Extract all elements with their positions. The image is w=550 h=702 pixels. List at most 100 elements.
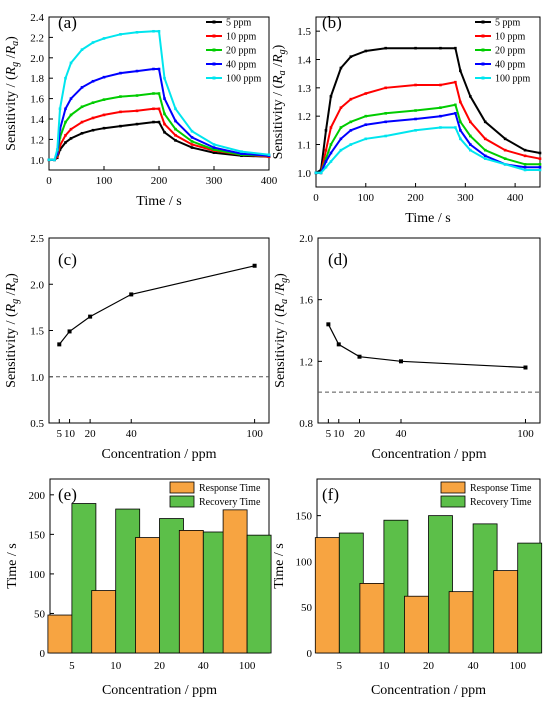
data-point — [454, 80, 457, 84]
data-point — [55, 148, 59, 151]
legend-label: Response Time — [470, 483, 532, 494]
data-point — [212, 146, 216, 149]
data-point — [414, 109, 417, 112]
legend-marker — [212, 20, 216, 24]
data-point — [88, 314, 93, 319]
data-point — [523, 163, 527, 166]
panel-f: 0 50 100 150 Concentration / ppm Time / s (f) 5… — [272, 478, 543, 698]
y-tick-label: 1.1 — [297, 140, 311, 152]
data-point — [454, 112, 457, 115]
data-point — [523, 168, 527, 172]
data-point — [102, 113, 106, 117]
data-point — [319, 171, 323, 175]
y-tick-label: 1.6 — [30, 94, 44, 106]
x-tick-label: 20 — [85, 428, 97, 440]
y-axis-label: Sensitivity / (Rg /Ra) — [4, 36, 21, 151]
data-point — [336, 342, 341, 347]
data-point — [459, 137, 462, 141]
data-point — [523, 154, 527, 158]
data-point — [414, 117, 417, 121]
data-point — [135, 109, 139, 113]
data-point — [349, 120, 353, 124]
bar — [448, 591, 474, 654]
bar — [91, 590, 117, 654]
series-line — [58, 265, 255, 345]
x-tick-label: 5 — [57, 428, 63, 440]
x-axis-label: Concentration / ppm — [101, 447, 216, 462]
y-tick-label: 100 — [296, 556, 313, 568]
data-point — [119, 33, 122, 36]
x-tick-label: 10 — [110, 660, 122, 672]
data-point — [102, 75, 106, 79]
data-point — [329, 160, 333, 163]
data-point — [349, 55, 353, 58]
data-point — [80, 48, 84, 51]
data-point — [135, 69, 139, 73]
data-point — [69, 61, 73, 65]
legend-marker — [481, 48, 485, 52]
panel-label: (b) — [322, 13, 342, 32]
data-point — [414, 129, 417, 132]
legend-label: 40 ppm — [226, 60, 257, 71]
y-tick-label: 1.2 — [297, 111, 311, 123]
data-point — [119, 124, 122, 128]
y-tick-label: 1.2 — [299, 356, 313, 368]
data-point — [384, 120, 387, 124]
legend-swatch — [169, 495, 195, 508]
legend-marker — [212, 48, 216, 52]
data-point — [91, 101, 95, 104]
legend-label: 20 ppm — [495, 46, 526, 57]
data-point — [152, 92, 155, 95]
legend-label: 40 ppm — [495, 60, 526, 71]
panel-c: 0.5 1.0 1.5 2.0 2.5 Concentration / ppm Sensit… — [4, 233, 270, 462]
data-point — [64, 76, 67, 80]
data-point — [190, 136, 194, 139]
data-point — [538, 163, 542, 166]
data-point — [58, 144, 62, 147]
legend-label: 100 ppm — [226, 74, 262, 85]
data-point — [80, 131, 84, 135]
data-point — [163, 122, 166, 126]
x-tick-label: 100 — [239, 660, 256, 672]
bar — [517, 542, 543, 654]
bar — [404, 595, 429, 654]
legend-marker — [481, 34, 485, 38]
data-point — [469, 134, 472, 138]
x-tick-label: 5 — [69, 660, 75, 672]
data-point — [135, 31, 139, 34]
y-tick-label: 0 — [40, 648, 46, 660]
y-axis-label: Time / s — [5, 543, 20, 588]
x-tick-label: 10 — [378, 660, 390, 672]
data-point — [326, 322, 331, 327]
data-point — [157, 92, 161, 95]
y-axis-label: Sensitivity / (Ra /Rg) — [273, 273, 290, 388]
legend-swatch — [440, 481, 466, 494]
data-point — [414, 83, 417, 87]
data-point — [349, 97, 353, 101]
data-point — [190, 146, 194, 149]
y-tick-label: 2.4 — [30, 12, 44, 24]
y-tick-label: 1.4 — [30, 114, 44, 126]
data-point — [324, 160, 328, 163]
data-point — [324, 157, 328, 160]
data-point — [483, 154, 487, 158]
legend-marker — [481, 20, 485, 24]
data-point — [339, 126, 343, 129]
y-tick-label: 1.0 — [30, 372, 44, 384]
data-point — [523, 365, 528, 370]
data-point — [459, 69, 462, 73]
data-point — [339, 137, 343, 141]
data-point — [339, 106, 343, 109]
data-point — [212, 151, 216, 154]
data-point — [357, 354, 362, 359]
series-line — [327, 324, 526, 369]
data-point — [152, 29, 155, 33]
data-point — [163, 76, 166, 80]
bar — [493, 570, 519, 654]
bar — [338, 532, 364, 654]
data-point — [174, 127, 177, 131]
data-point — [58, 107, 62, 111]
x-tick-label: 200 — [407, 192, 424, 204]
data-point — [53, 158, 56, 162]
data-point — [329, 95, 333, 98]
